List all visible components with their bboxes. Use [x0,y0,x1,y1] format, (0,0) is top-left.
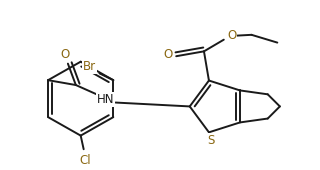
Text: S: S [207,134,215,147]
Text: Br: Br [83,60,96,73]
Text: HN: HN [97,93,114,106]
Text: O: O [164,48,173,61]
Text: O: O [227,29,236,42]
Text: Cl: Cl [80,154,92,167]
Text: O: O [60,48,69,61]
